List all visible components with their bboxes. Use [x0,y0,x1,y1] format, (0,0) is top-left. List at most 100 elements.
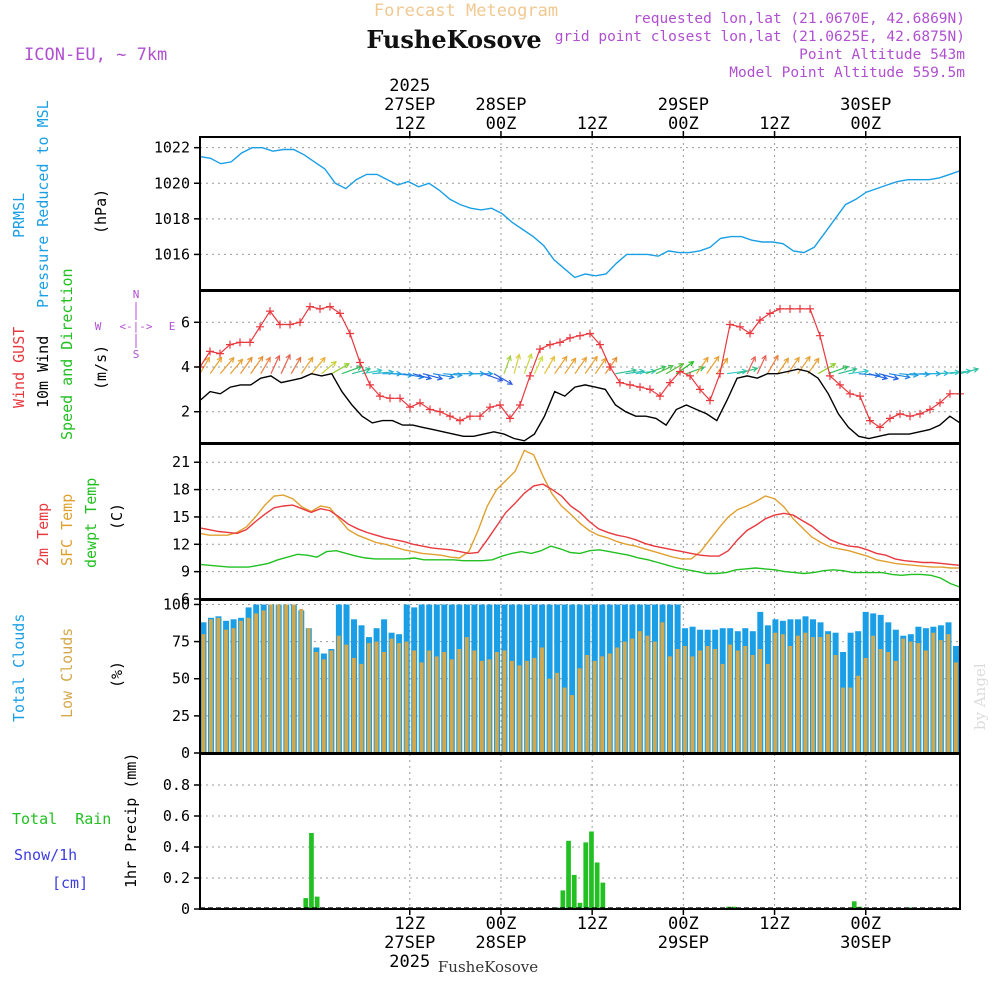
panel-frame [199,136,961,291]
requested-coords: requested lon,lat (21.0670E, 42.6869N) [633,11,965,27]
wind-arrow-head [396,370,403,377]
gust-point [476,412,484,421]
y-tick-label: 1020 [154,174,190,192]
gust-point [566,333,574,342]
total-rain-label: Total Rain [12,810,111,828]
gust-point [276,320,284,329]
wind-arrow [229,358,243,375]
wind-arrow [696,357,709,375]
gust-point [286,320,294,329]
low-cloud-bar [811,637,815,753]
low-cloud-bar [449,659,454,753]
signature: by Angel [971,663,989,730]
gust-point [536,345,544,354]
gust-point [696,385,704,394]
wind-arrow [574,357,587,375]
y-tick-label: 2 [181,403,190,421]
low-cloud-bar [698,650,702,753]
time-label: 00Z [486,914,517,934]
y-tick-label: 6 [181,313,190,331]
wind-arrow [807,358,820,375]
wind-arrow-head [295,356,302,363]
wind-arrow-head [752,366,759,373]
wind-arrow-head [527,352,533,360]
low-cloud-bar [788,646,793,753]
rain-bar [600,882,606,909]
low-cloud-bar [728,644,732,753]
gust-point [676,367,684,376]
low-cloud-bar [382,652,386,753]
wind-arrow-head [703,356,709,363]
wind-arrow [341,365,362,375]
gust-point [766,309,774,318]
gust-point [506,414,514,423]
wind-arrow [513,354,520,374]
low-cloud-bar [668,656,672,753]
y-tick-label: 0 [181,900,190,918]
gust-point [386,394,394,403]
temp-labels: 2m Temp SFC Temp dewpt Temp (C) [34,478,126,568]
low-cloud-bar [916,643,921,753]
wind-arrow-head [285,353,291,360]
gust-point [296,318,304,327]
gust-point [916,409,924,418]
low-cloud-bar [314,652,319,753]
low-cloud-bar [645,635,650,753]
time-label: 00Z [668,114,699,134]
snow-label: Snow/1h [14,846,77,864]
gust-point [716,369,724,378]
wind-arrow-head [506,354,512,362]
low-cloud-bar [487,659,492,753]
wind-arrow-head [761,354,767,361]
wind-arrow-head [924,371,931,378]
gust-point [666,378,674,387]
wind-arrow [848,370,869,375]
y-tick-label: 6 [181,590,190,608]
wind-arrow-head [307,356,314,363]
y-tick-label: 21 [172,453,190,471]
low-cloud-bar [336,635,341,753]
low-cloud-bar [216,617,221,753]
clouds-unit: (%) [108,661,126,688]
total-cloud-bar [561,604,568,753]
low-cloud-bar [660,622,665,753]
wind-arrow [584,356,598,375]
wind-arrow-head [893,374,900,381]
rain-bar [577,902,583,909]
wind-arrow-head [257,355,264,362]
wind-arrow [615,369,637,375]
gust-point [316,304,324,313]
gust-point [216,349,224,358]
wind-arrow [250,356,264,375]
time-label: 12Z [577,114,608,134]
wind-arrow [655,365,674,375]
wind-arrow-head [750,355,756,362]
low-cloud-bar [555,672,559,753]
low-cloud-bar [901,638,906,753]
wind-arrow [523,353,532,374]
low-cloud-bar [743,646,748,753]
low-cloud-bar [720,663,725,753]
gust-point [306,302,314,311]
gust-point [846,389,854,398]
wind-arrow-head [842,365,850,371]
low-cloud-bar [306,628,311,753]
low-cloud-bar [359,663,364,753]
time-label: 28SEP [475,95,526,115]
gust-point [596,340,604,349]
time-label: 30SEP [840,933,891,953]
closest-coords: grid point closest lon,lat (21.0625E, 42… [555,29,965,45]
wind-arrow-head [688,360,695,367]
low-cloud-bar [224,629,228,753]
wind-arrow [422,373,443,380]
wind-arrow-head [904,373,911,380]
low-cloud-bar [434,656,439,753]
wind-arrow [686,366,705,375]
y-tick-label: 9 [181,563,190,581]
low-cloud-bar [758,649,763,753]
pressure-panel: 1016 1018 1020 1022 [154,136,961,291]
gust-point [556,338,564,347]
low-cloud-bar [637,631,642,753]
gust-point [896,409,904,418]
wind-arrow [290,357,302,375]
